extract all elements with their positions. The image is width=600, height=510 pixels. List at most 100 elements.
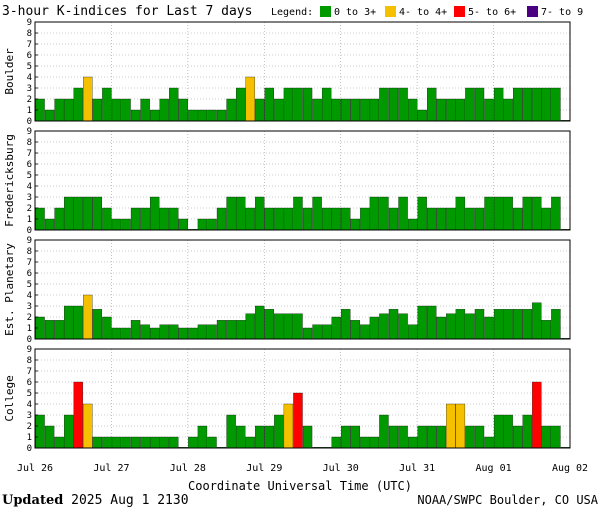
panel-label: College [3,375,16,421]
panels: 0123456789Boulder0123456789Fredericksbur… [3,18,571,454]
kindex-bar [350,425,360,449]
y-tick-label: 7 [27,149,32,159]
kindex-bar [226,320,236,340]
kindex-bar [493,414,504,449]
kindex-bar [465,87,475,122]
kindex-bar [360,98,370,122]
legend-swatch [385,6,396,17]
kindex-bar [302,425,313,449]
kindex-bar [121,218,131,231]
kindex-bar [455,403,466,449]
kindex-bar [245,76,255,122]
kindex-bar [302,207,313,231]
kindex-bar [83,403,93,449]
kindex-bar [522,414,532,449]
kindex-bar [159,207,169,231]
kindex-bar [312,324,322,340]
kindex-bar [407,324,418,340]
kindex-bar [369,436,380,449]
kindex-bar [436,316,446,340]
kindex-bar [64,196,74,231]
kindex-bar [130,109,141,122]
kindex-bar [140,436,150,449]
kindex-bar [312,98,322,122]
legend-item-label: 5- to 6+ [468,7,516,18]
kindex-bar [283,87,294,122]
panel-label: Est. Planetary [3,243,16,336]
chart-title: 3-hour K-indices for Last 7 days [2,4,252,19]
kindex-bar [216,320,227,340]
kindex-bar [149,109,160,122]
y-tick-label: 3 [27,193,32,203]
kindex-bar [551,309,561,340]
kindex-bar [541,87,552,122]
kindex-bar [321,207,332,231]
kindex-bar [427,87,437,122]
kindex-bar [341,425,351,449]
kindex-bar [503,309,513,340]
kindex-bar [92,309,103,340]
kindex-bar [551,87,561,122]
x-axis: Jul 26 Jul 27 Jul 28 Jul 29 Jul 30 Jul 31 Aug … [17,463,588,474]
kindex-bar [226,414,236,449]
kindex-bar [341,207,351,231]
y-tick-label: 5 [27,389,32,399]
kindex-bar [140,207,150,231]
kindex-bar [398,196,408,231]
kindex-bar [92,98,103,122]
kindex-bar [255,196,265,231]
kindex-bar [54,436,64,449]
kindex-bar [197,324,208,340]
kindex-bar [207,218,217,231]
kindex-bar [235,87,246,122]
y-tick-label: 6 [27,378,32,388]
kindex-bar [388,309,399,340]
kindex-bar [149,436,160,449]
kindex-bar [255,98,265,122]
y-tick-label: 6 [27,51,32,61]
kindex-bar [121,327,131,340]
kindex-bar [369,196,380,231]
kindex-bar [226,196,236,231]
kindex-bar [169,87,179,122]
kindex-bar [302,327,313,340]
kindex-bar [379,87,389,122]
kindex-bar [474,87,485,122]
kindex-bar [178,218,189,231]
kindex-bar [274,207,284,231]
kindex-bar [493,196,504,231]
kindex-bar [140,98,150,122]
kindex-bar [350,218,360,231]
kindex-bar [64,414,74,449]
kindex-bar [54,98,64,122]
kindex-bar [455,196,466,231]
y-tick-label: 6 [27,160,32,170]
kindex-bar [360,324,370,340]
y-tick-label: 7 [27,258,32,268]
kindex-bar [54,207,64,231]
kindex-bar [283,207,294,231]
kindex-bar [350,320,360,340]
kindex-bar [341,309,351,340]
kindex-bar [379,313,389,340]
kindex-bar [44,218,55,231]
kindex-bar [513,87,523,122]
y-tick-label: 5 [27,280,32,290]
y-tick-label: 2 [27,313,32,323]
x-tick-label: Aug 01 [476,463,512,474]
kindex-bar [264,207,274,231]
kindex-bar [436,425,446,449]
kindex-bar [293,392,303,449]
kindex-bar [436,98,446,122]
kindex-bar [312,196,322,231]
kindex-bar [551,425,561,449]
kindex-bar [283,313,294,340]
kindex-bar [293,313,303,340]
x-axis-label: Coordinate Universal Time (UTC) [188,479,412,493]
x-tick-label: Aug 02 [552,463,588,474]
kindex-bar [264,309,274,340]
kindex-bar [293,196,303,231]
kindex-bar [102,316,112,340]
